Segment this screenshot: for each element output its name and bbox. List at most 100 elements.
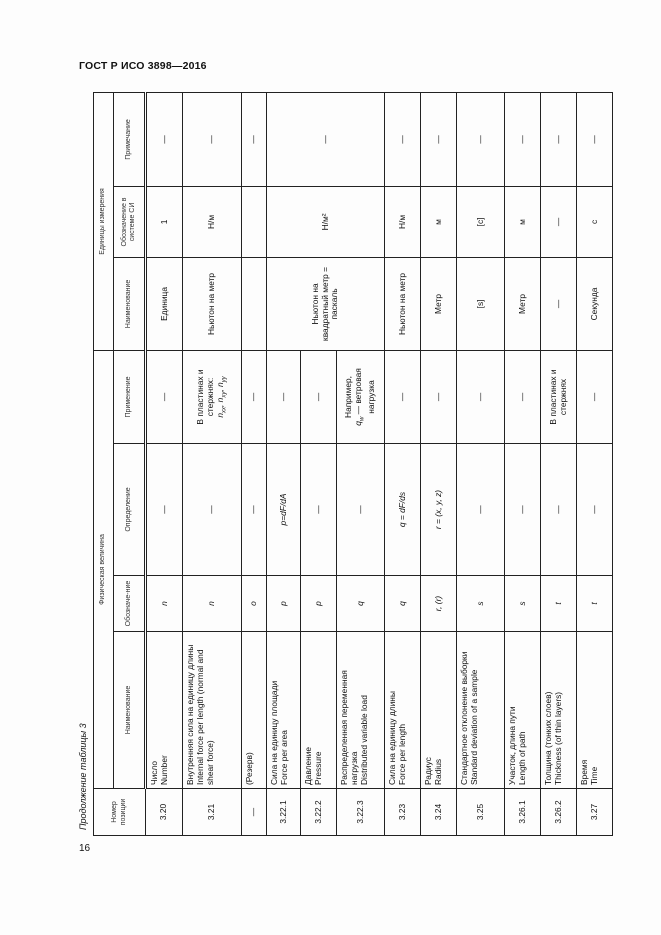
cell-application: — bbox=[300, 350, 337, 444]
header-unit-name: Наименование bbox=[113, 257, 146, 351]
cell-unit-note: — bbox=[420, 92, 457, 187]
cell-name: Давление Pressure bbox=[300, 631, 337, 789]
symbol-subscript: yy bbox=[221, 376, 228, 383]
application-text: — bbox=[277, 392, 288, 402]
cell-unit-symbol: Н/м bbox=[182, 186, 242, 258]
header-physical-quantity: Физическая величина bbox=[93, 350, 114, 789]
application-text: — bbox=[474, 392, 485, 402]
table-row: 3.20 Число Number n — — Единица 1— bbox=[145, 92, 183, 836]
cell-number: 3.27 bbox=[576, 788, 613, 836]
cell-number: 3.24 bbox=[420, 788, 457, 836]
cell-application: — bbox=[241, 350, 267, 444]
cell-definition: q = dF/ds bbox=[384, 443, 421, 576]
cell-unit-symbol: — bbox=[540, 186, 577, 258]
cell-unit-name bbox=[241, 257, 267, 351]
cell-number: 3.21 bbox=[182, 788, 242, 836]
name-en: Force per area bbox=[278, 730, 289, 785]
cell-unit-name: Ньютон на метр bbox=[182, 257, 242, 351]
symbol-base: n bbox=[214, 397, 225, 403]
cell-unit-note: — bbox=[576, 92, 613, 187]
cell-name: Участок, длина пути Length of path bbox=[504, 631, 541, 789]
cell-unit-note: — bbox=[241, 92, 267, 187]
application-text: — bbox=[396, 392, 407, 402]
cell-application: — bbox=[456, 350, 505, 444]
cell-definition: — bbox=[300, 443, 337, 576]
application-text: — bbox=[588, 392, 599, 402]
name-en: Radius bbox=[432, 758, 443, 785]
table-row: 3.26.1 Участок, длина пути Length of path s… bbox=[504, 92, 541, 836]
cell-name: Стандартное отклонение выборки Standard d… bbox=[456, 631, 505, 789]
cell-unit-note: — bbox=[384, 92, 421, 187]
cell-number: 3.22.1 bbox=[266, 788, 301, 836]
cell-unit-note: — bbox=[540, 92, 577, 187]
application-text: — bbox=[312, 392, 323, 402]
cell-unit-symbol: м bbox=[504, 186, 541, 258]
cell-number: 3.25 bbox=[456, 788, 505, 836]
cell-unit-name: Ньютон на квадратный метр = паскаль bbox=[266, 257, 385, 351]
header-name: Наименование bbox=[113, 631, 146, 789]
cell-symbol: t bbox=[540, 575, 577, 632]
cell-name: Время Time bbox=[576, 631, 613, 789]
name-en: Number bbox=[158, 755, 169, 785]
application-text: В пластинах и стержнях: bbox=[194, 369, 215, 425]
cell-application: В пластинах и стержнях: nxx, nxy, nyy bbox=[182, 350, 242, 444]
cell-unit-name: — bbox=[540, 257, 577, 351]
cell-name: Сила на единицу длины Force per length bbox=[384, 631, 421, 789]
cell-name: (Резерв) bbox=[241, 631, 267, 789]
cell-unit-note: — bbox=[504, 92, 541, 187]
header-number: Номер позиции bbox=[93, 788, 146, 836]
units-table: Номер позиции Физическая величина Единиц… bbox=[93, 92, 613, 836]
symbol-subscript: w bbox=[359, 416, 366, 422]
cell-symbol: q bbox=[336, 575, 385, 632]
table-row: 3.25 Стандартное отклонение выборки Standa… bbox=[456, 92, 505, 836]
cell-name: Число Number bbox=[145, 631, 183, 789]
cell-definition: r = (x, y, z) bbox=[420, 443, 457, 576]
cell-name: Внутренняя сила на единицу длины Internal… bbox=[182, 631, 242, 789]
application-text: — bbox=[248, 392, 259, 402]
cell-symbol: t bbox=[576, 575, 613, 632]
cell-unit-symbol: Н/м² bbox=[266, 186, 385, 258]
cell-unit-note: — bbox=[182, 92, 242, 187]
cell-number: 3.22.2 bbox=[300, 788, 337, 836]
cell-unit-symbol: м bbox=[420, 186, 457, 258]
cell-unit-note: — bbox=[456, 92, 505, 187]
header-definition: Определение bbox=[113, 443, 146, 576]
name-en: Internal force per length (normal and sh… bbox=[194, 649, 215, 785]
table-row: 3.26.2 Толщина (тонких слоев) Thickness (o… bbox=[540, 92, 577, 836]
cell-name: Распределенная переменная нагрузка Distri… bbox=[336, 631, 385, 789]
header-sub-row: Наименование Обозначе-ние Определение Пр… bbox=[113, 92, 146, 835]
cell-unit-name: Секунда bbox=[576, 257, 613, 351]
cell-number: 3.20 bbox=[145, 788, 183, 836]
header-symbol: Обозначе-ние bbox=[113, 575, 146, 632]
name-en: Pressure bbox=[312, 751, 323, 785]
header-group-row: Номер позиции Физическая величина Единиц… bbox=[93, 92, 146, 836]
cell-application: В пластинах и стержнях bbox=[540, 350, 577, 444]
cell-unit-symbol bbox=[241, 186, 267, 258]
table-row: 3.23 Сила на единицу длины Force per lengt… bbox=[384, 92, 421, 836]
cell-symbol: s bbox=[504, 575, 541, 632]
header-units: Единицы измерения bbox=[93, 92, 114, 351]
cell-symbol: s bbox=[456, 575, 505, 632]
name-en: Thickness (of thin layers) bbox=[552, 691, 563, 785]
cell-unit-name: Метр bbox=[420, 257, 457, 351]
application-text: — bbox=[516, 392, 527, 402]
name-en: Length of path bbox=[516, 731, 527, 785]
rotated-table-container: Продолжение таблицы 3 Номер позиции Физи… bbox=[78, 92, 613, 836]
cell-application: — bbox=[420, 350, 457, 444]
application-text: — bbox=[158, 392, 169, 402]
cell-number: 3.23 bbox=[384, 788, 421, 836]
table-row: 3.24 Радиус Radius r, (r) r = (x, y, z) — Метр… bbox=[420, 92, 457, 836]
cell-definition: p=dF/dA bbox=[266, 443, 301, 576]
symbol-base: n bbox=[214, 382, 225, 387]
cell-unit-symbol: [с] bbox=[456, 186, 505, 258]
cell-name: Радиус Radius bbox=[420, 631, 457, 789]
cell-name: Сила на единицу площади Force per area bbox=[266, 631, 301, 789]
cell-unit-name: Единица bbox=[145, 257, 183, 351]
cell-unit-name: Ньютон на метр bbox=[384, 257, 421, 351]
cell-application: — bbox=[145, 350, 183, 444]
application-symbols: qw — ветровая нагрузка bbox=[353, 354, 377, 440]
application-symbols: nxx, nxy, nyy bbox=[214, 376, 228, 418]
cell-definition: — bbox=[182, 443, 242, 576]
cell-symbol: n bbox=[182, 575, 242, 632]
table-caption: Продолжение таблицы 3 bbox=[78, 723, 88, 830]
